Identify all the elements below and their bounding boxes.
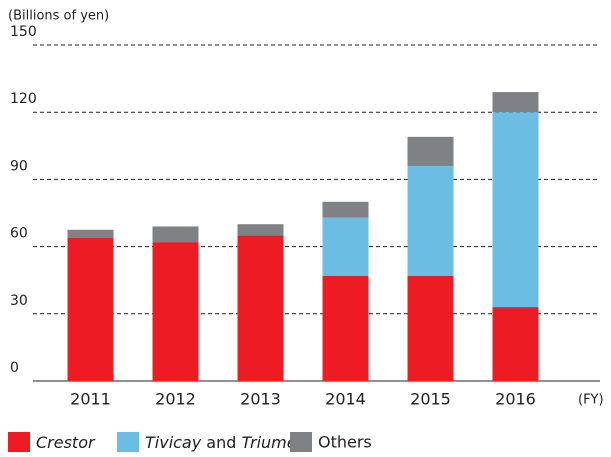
x-tick-label: 2015 [410, 390, 451, 409]
bar-segment [322, 217, 369, 276]
x-tick-label: 2012 [155, 390, 196, 409]
x-tick-label: 2016 [495, 390, 536, 409]
y-tick-label: 60 [10, 226, 28, 242]
legend-label: Tivicay and Triumeq [145, 433, 307, 452]
x-tick-label: 2011 [70, 390, 111, 409]
legend-swatch [117, 432, 139, 452]
bar-segment [407, 165, 454, 276]
y-axis-label: (Billions of yen) [8, 9, 109, 24]
legend-swatch [290, 432, 312, 452]
legend-label: Others [318, 433, 372, 452]
bar-segment [322, 275, 369, 381]
bar-segment [407, 136, 454, 166]
x-tick-label: 2013 [240, 390, 281, 409]
bar-segment [492, 92, 539, 113]
x-tick-label: 2014 [325, 390, 366, 409]
bar-segment [152, 242, 199, 381]
legend-label: Crestor [36, 433, 96, 452]
y-tick-label: 90 [10, 158, 28, 174]
y-tick-label: 30 [10, 293, 28, 309]
y-tick-label: 120 [10, 91, 37, 107]
bar-segment [67, 237, 114, 381]
bar-segment [237, 224, 284, 236]
bar-segment [322, 201, 369, 218]
y-tick-label: 0 [10, 360, 19, 376]
x-axis-label: (FY) [578, 393, 604, 408]
y-tick-label: 150 [10, 24, 37, 40]
bar-segment [492, 112, 539, 308]
bar-segment [492, 307, 539, 381]
bar-segment [407, 275, 454, 381]
bar-segment [152, 226, 199, 243]
bar-segment [67, 229, 114, 238]
legend-swatch [8, 432, 30, 452]
bar-segment [237, 235, 284, 381]
